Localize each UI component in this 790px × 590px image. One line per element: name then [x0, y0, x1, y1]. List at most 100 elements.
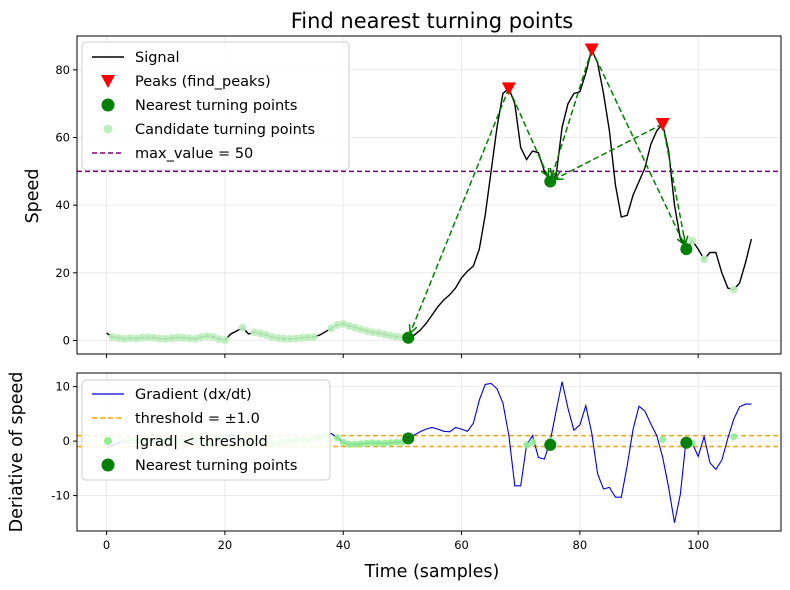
candidate-point	[143, 333, 152, 342]
y-tick-label: 0	[63, 333, 70, 347]
candidate-point	[161, 334, 170, 343]
axes-frame	[76, 35, 782, 355]
nearest-turning-point-gradient	[402, 432, 415, 445]
y-tick-label: 0	[63, 434, 70, 448]
candidate-point	[700, 255, 709, 264]
top-legend-box	[81, 41, 350, 171]
candidate-point	[132, 334, 141, 343]
nearest-turning-point-gradient	[544, 438, 557, 451]
legend-candidates-label: Candidate turning points	[135, 122, 315, 138]
small-gradient-point	[333, 434, 341, 442]
candidate-point	[179, 333, 188, 342]
peak-marker	[655, 117, 670, 131]
turning-point-arrow	[555, 123, 664, 179]
nearest-turning-point	[544, 175, 557, 188]
candidate-point	[333, 320, 342, 329]
small-gradient-point	[375, 439, 383, 447]
legend-nearest-swatch	[101, 98, 115, 112]
small-gradient-point	[659, 435, 667, 443]
small-gradient-point	[345, 440, 353, 448]
y-tick-label: 40	[55, 198, 70, 212]
candidate-point	[220, 336, 229, 345]
turning-point-arrow	[410, 88, 510, 333]
candidate-point	[297, 333, 306, 342]
x-tick-label: 60	[454, 538, 469, 552]
legend-small-grad-swatch	[104, 437, 112, 445]
candidate-point	[303, 333, 312, 342]
x-tick-label: 0	[103, 538, 110, 552]
candidate-point	[197, 333, 206, 342]
candidate-point	[280, 334, 289, 343]
small-gradient-point	[351, 440, 359, 448]
candidate-point	[108, 333, 117, 342]
peak-marker	[501, 82, 516, 96]
legend-bottom-nearest-swatch	[101, 458, 115, 472]
candidate-point	[120, 334, 129, 343]
bottom-y-axis-label: Deriative of speed	[7, 372, 27, 533]
x-tick-label: 40	[336, 538, 351, 552]
candidate-point	[729, 285, 738, 294]
candidate-point	[114, 334, 123, 343]
candidate-point	[203, 332, 212, 341]
candidate-point	[386, 331, 395, 340]
small-gradient-point	[523, 441, 531, 449]
top-legend: Signal Peaks (find_peaks) Nearest turnin…	[81, 41, 350, 171]
chart-title: Find nearest turning points	[291, 9, 574, 33]
candidate-point	[238, 323, 247, 332]
x-axis-label: Time (samples)	[364, 562, 500, 582]
candidate-point	[327, 324, 336, 333]
candidate-point	[167, 334, 176, 343]
bottom-legend-box	[81, 379, 331, 481]
candidate-point	[274, 334, 283, 343]
x-tick-label: 20	[218, 538, 233, 552]
candidate-point	[185, 334, 194, 343]
legend-bottom-nearest-label: Nearest turning points	[135, 458, 297, 474]
candidate-point	[173, 333, 182, 342]
candidate-point	[368, 328, 377, 337]
turning-point-arrow	[552, 49, 593, 177]
legend-threshold-label: threshold = ±1.0	[135, 411, 260, 427]
small-gradient-point	[529, 438, 537, 446]
axes-frame	[76, 372, 782, 532]
candidate-point	[285, 334, 294, 343]
candidate-point	[155, 334, 164, 343]
y-tick-label: 10	[55, 380, 70, 394]
candidate-point	[149, 333, 158, 342]
top-plot-area	[77, 47, 781, 345]
small-gradient-point	[363, 439, 371, 447]
candidate-point	[250, 328, 259, 337]
legend-small-grad-label: |grad| < threshold	[135, 434, 268, 450]
small-gradient-point	[357, 440, 365, 448]
turning-point-arrow	[661, 123, 686, 244]
candidate-point	[268, 333, 277, 342]
legend-peaks-swatch	[101, 75, 115, 88]
small-gradient-point	[392, 438, 400, 446]
candidate-point	[392, 332, 401, 341]
y-tick-label: -10	[51, 489, 70, 503]
legend-nearest-label: Nearest turning points	[135, 98, 297, 114]
legend-signal-label: Signal	[135, 50, 180, 66]
x-tick-label: 100	[687, 538, 709, 552]
small-gradient-point	[369, 439, 377, 447]
peak-marker	[584, 43, 599, 57]
small-gradient-point	[730, 433, 738, 441]
turning-point-arrow	[508, 88, 548, 176]
legend-candidates-swatch	[103, 124, 113, 134]
small-gradient-point	[387, 439, 395, 447]
small-gradient-point	[339, 438, 347, 446]
legend-peaks-label: Peaks (find_peaks)	[135, 74, 271, 90]
legend-gradient-label: Gradient (dx/dt)	[135, 387, 252, 403]
candidate-point	[214, 335, 223, 344]
nearest-turning-point	[402, 331, 415, 344]
top-y-axis-label: Speed	[23, 169, 43, 224]
x-tick-label: 80	[573, 538, 588, 552]
nearest-turning-point	[680, 243, 693, 256]
candidate-point	[291, 334, 300, 343]
candidate-point	[309, 333, 318, 342]
nearest-turning-point-gradient	[680, 436, 693, 449]
legend-max-value-label: max_value = 50	[135, 146, 253, 162]
candidate-point	[688, 236, 697, 245]
y-tick-label: 20	[55, 266, 70, 280]
candidate-point	[126, 334, 135, 343]
